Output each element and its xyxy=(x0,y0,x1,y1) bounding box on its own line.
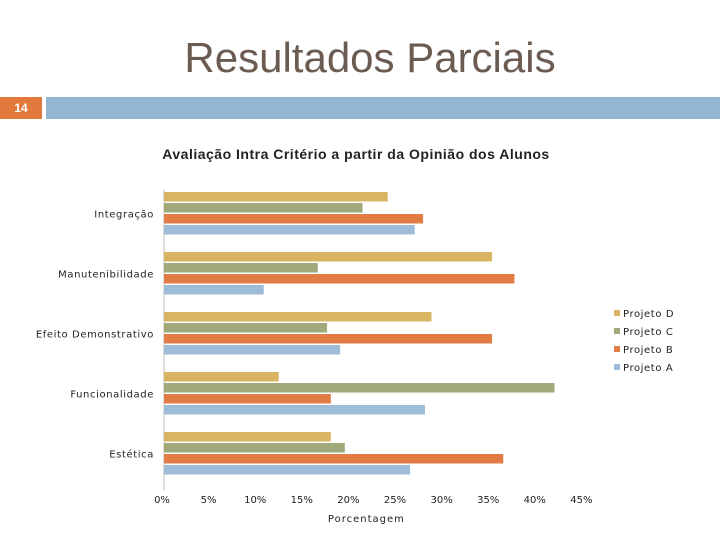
category-label: Manutenibilidade xyxy=(58,269,154,280)
x-tick-label: 45% xyxy=(570,495,592,506)
x-tick-label: 35% xyxy=(477,495,499,506)
legend-entry: Projeto C xyxy=(623,327,673,338)
chart-title: Avaliação Intra Critério a partir da Opi… xyxy=(162,146,550,162)
bar-2-2 xyxy=(164,334,493,344)
bar-0-3 xyxy=(164,225,415,235)
x-tick-label: 5% xyxy=(201,495,217,506)
category-label: Estética xyxy=(109,448,154,460)
x-tick-label: 40% xyxy=(524,495,546,506)
x-tick-label: 10% xyxy=(244,495,266,506)
bar-0-0 xyxy=(164,192,388,202)
bar-0-1 xyxy=(164,203,363,213)
bar-2-1 xyxy=(164,323,328,333)
legend-swatch xyxy=(614,346,620,352)
bar-3-3 xyxy=(164,405,425,415)
bar-3-2 xyxy=(164,394,331,404)
x-axis-label: Porcentagem xyxy=(328,514,405,525)
bar-4-0 xyxy=(164,432,331,442)
bar-1-1 xyxy=(164,263,318,273)
bar-4-2 xyxy=(164,454,504,464)
x-tick-label: 0% xyxy=(154,495,170,506)
slide-title: Resultados Parciais xyxy=(184,34,556,81)
bar-1-2 xyxy=(164,274,515,284)
x-tick-label: 30% xyxy=(430,495,452,506)
x-tick-label: 15% xyxy=(291,495,313,506)
bar-2-3 xyxy=(164,345,341,355)
slide-header-bar xyxy=(46,97,720,119)
legend-swatch xyxy=(614,328,620,334)
legend-swatch xyxy=(614,364,620,370)
bar-2-0 xyxy=(164,312,432,322)
legend-entry: Projeto D xyxy=(623,309,674,320)
bar-4-3 xyxy=(164,465,411,475)
slide-number: 14 xyxy=(0,97,42,119)
x-tick-label: 20% xyxy=(337,495,359,506)
category-label: Funcionalidade xyxy=(70,389,154,400)
legend-swatch xyxy=(614,310,620,316)
category-label: Efeito Demonstrativo xyxy=(36,329,154,340)
bar-3-0 xyxy=(164,372,279,382)
bar-0-2 xyxy=(164,214,424,224)
bar-1-3 xyxy=(164,285,264,295)
bar-4-1 xyxy=(164,443,345,453)
bar-3-1 xyxy=(164,383,555,393)
bar-1-0 xyxy=(164,252,493,262)
category-label: Integração xyxy=(94,209,154,220)
legend-entry: Projeto B xyxy=(623,345,673,356)
x-tick-label: 25% xyxy=(384,495,406,506)
legend-entry: Projeto A xyxy=(623,363,673,374)
